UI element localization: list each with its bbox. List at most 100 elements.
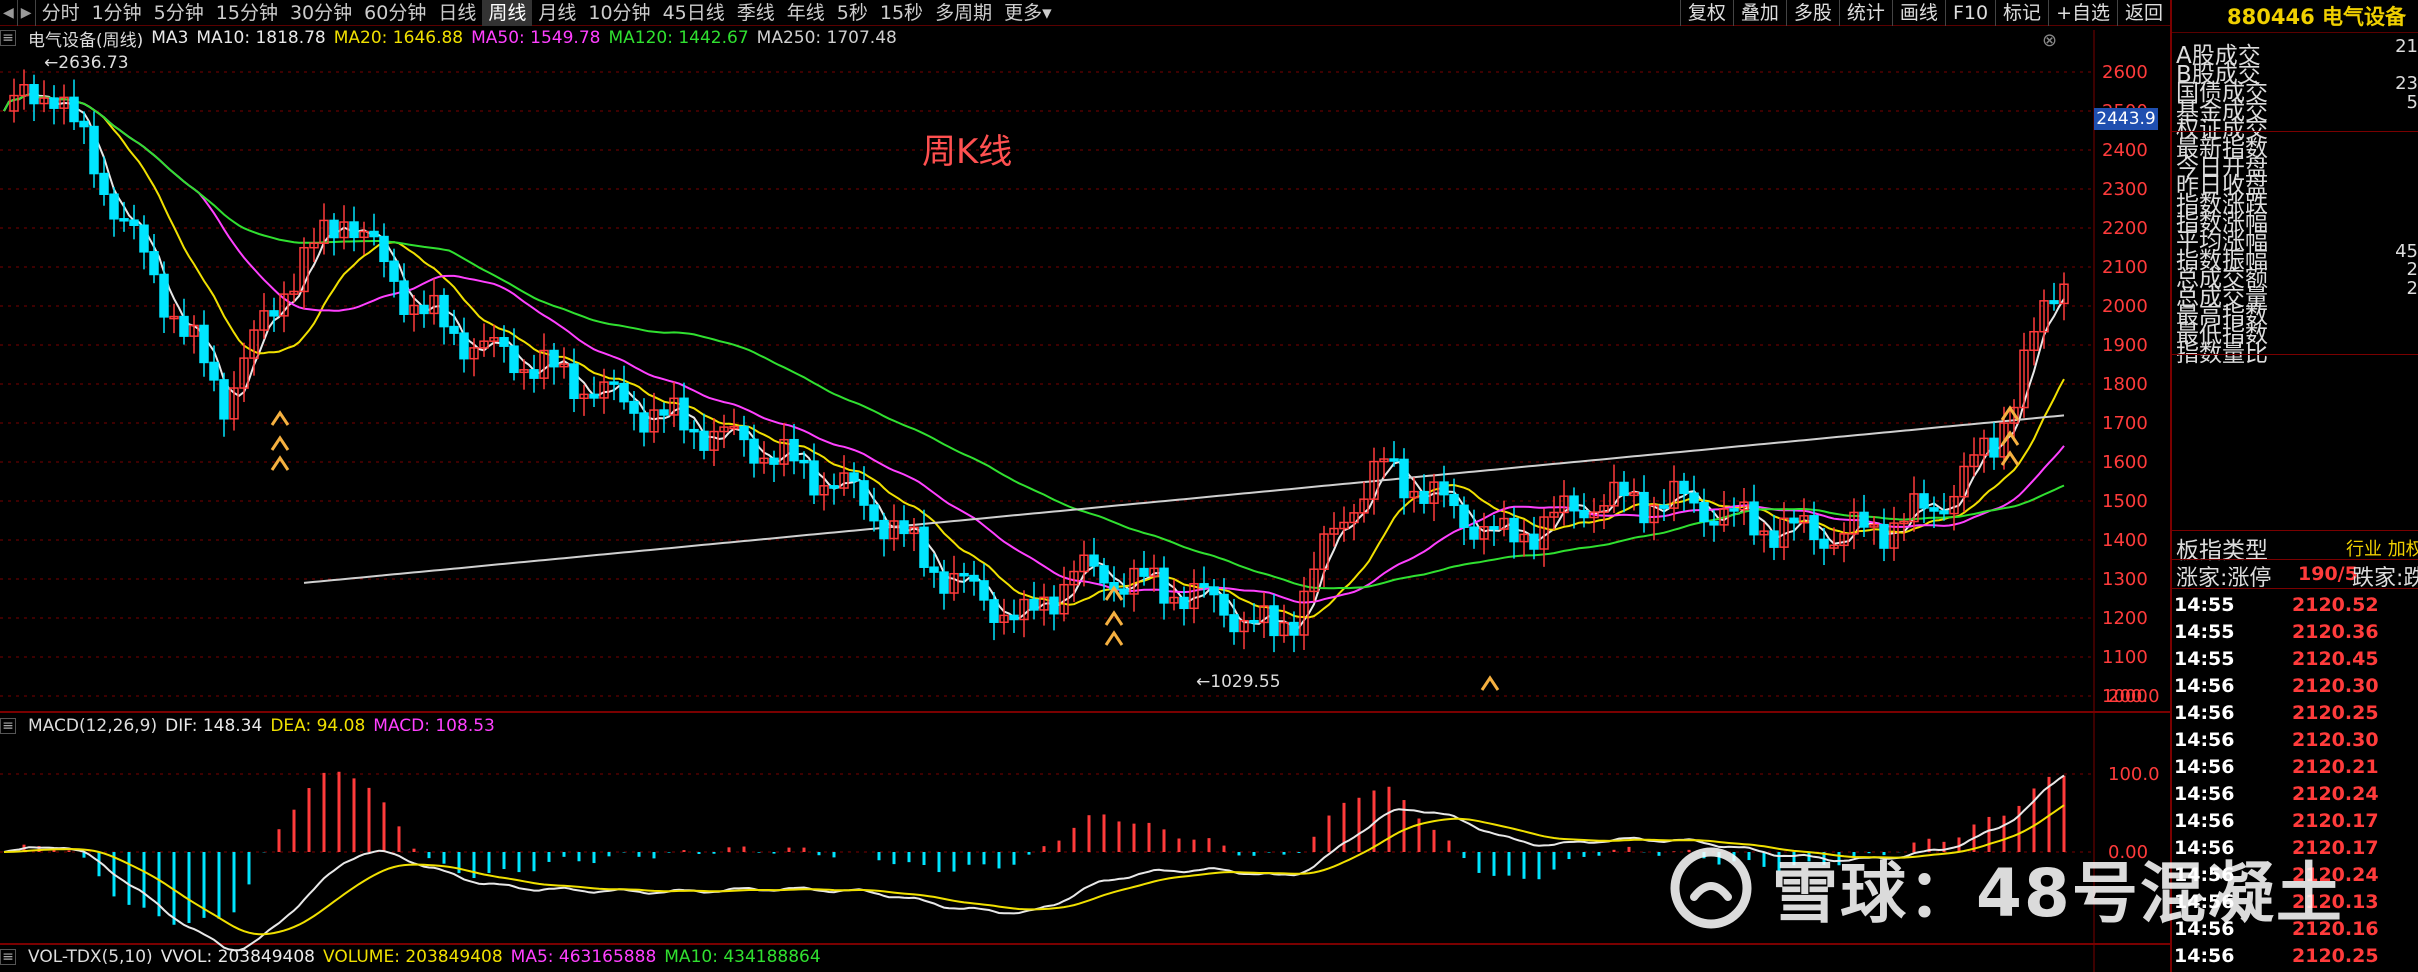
panel-toggle-icon[interactable]: ≡	[0, 718, 16, 734]
multi-stock-button[interactable]: 多股	[1785, 0, 1839, 26]
candle-body	[1599, 505, 1609, 513]
candle-body	[1379, 458, 1389, 463]
quote-value: 21	[2395, 36, 2418, 57]
mark-button[interactable]: 标记	[1995, 0, 2048, 26]
candle-body	[1399, 458, 1409, 499]
period-tab[interactable]: 季线	[736, 1, 775, 24]
candle-body	[1409, 490, 1419, 499]
fuquan-button[interactable]: 复权	[1679, 0, 1733, 26]
period-tab[interactable]: 15分钟	[215, 1, 278, 24]
candle-body	[649, 409, 659, 433]
candle-body	[809, 460, 819, 496]
candle-body	[799, 459, 809, 464]
candle-body	[119, 218, 129, 222]
candle-body	[1199, 583, 1209, 588]
candle-body	[889, 520, 899, 540]
tick-row[interactable]: 14:56 2120.21	[2174, 756, 2418, 783]
period-tab[interactable]: 45日线	[662, 1, 725, 24]
quote-row: 平均涨幅	[2176, 222, 2416, 255]
candle-body	[1089, 554, 1099, 567]
candle-body	[1459, 504, 1469, 528]
period-tab[interactable]: 5秒	[836, 1, 868, 24]
tick-row[interactable]: 14:56 2120.30	[2174, 729, 2418, 756]
quote-label: 平均涨幅	[2176, 229, 2268, 255]
candle-body	[739, 425, 749, 441]
candlestick-series[interactable]	[9, 69, 2069, 653]
overlay-button[interactable]: 叠加	[1732, 0, 1786, 26]
divider	[2172, 354, 2418, 356]
quote-row: 指数量比	[2176, 334, 2416, 367]
chart-canvas[interactable]: 2600250024002300220021002000190018001700…	[0, 0, 2170, 972]
panel-toggle-icon[interactable]: ≡	[0, 30, 16, 46]
candle-body	[29, 84, 39, 105]
candle-body	[289, 290, 299, 295]
price-tick-label: 1800	[2102, 374, 2148, 395]
period-tab[interactable]: 月线	[538, 1, 577, 24]
candle-body	[1439, 481, 1449, 496]
tick-row[interactable]: 14:56 2120.25	[2174, 702, 2418, 729]
signal-marker	[2000, 430, 2020, 446]
tick-row[interactable]: 14:56 2120.16	[2174, 918, 2418, 945]
back-button[interactable]: 返回	[2116, 0, 2170, 26]
period-toolbar: ◀ ▶ 分时 1分钟 5分钟 15分钟 30分钟 60分钟 日线 周线 月线 1…	[0, 0, 2170, 26]
period-tab[interactable]: 60分钟	[364, 1, 427, 24]
period-tab[interactable]: 年线	[786, 1, 825, 24]
tick-time: 14:56	[2174, 756, 2235, 778]
candle-body	[309, 242, 319, 249]
candle-body	[1629, 491, 1639, 497]
candle-body	[1809, 515, 1819, 541]
candle-body	[139, 224, 149, 253]
scroll-right-arrow[interactable]: ▶	[18, 0, 36, 26]
candle-body	[1879, 523, 1889, 549]
tick-row[interactable]: 14:56 2120.17	[2174, 810, 2418, 837]
period-tab[interactable]: 1分钟	[91, 1, 142, 24]
candle-body	[19, 84, 29, 97]
more-dropdown[interactable]: 更多▾	[1004, 1, 1052, 24]
statistics-button[interactable]: 统计	[1838, 0, 1892, 26]
candle-body	[269, 310, 279, 317]
tick-row[interactable]: 14:56 2120.25	[2174, 945, 2418, 972]
tick-time: 14:56	[2174, 702, 2235, 724]
candle-body	[379, 235, 389, 263]
scroll-left-arrow[interactable]: ◀	[0, 0, 18, 26]
add-watchlist-button[interactable]: +自选	[2048, 0, 2117, 26]
period-tab[interactable]: 10分钟	[588, 1, 651, 24]
f10-button[interactable]: F10	[1944, 0, 1995, 26]
chart-overlay-title: 周K线	[922, 132, 1013, 172]
period-tab[interactable]: 日线	[438, 1, 477, 24]
period-tab[interactable]: 15秒	[879, 1, 924, 24]
candle-body	[479, 340, 489, 349]
candle-body	[1739, 501, 1749, 511]
candle-body	[609, 381, 619, 385]
quote-label: 国债成交	[2176, 80, 2268, 107]
tick-row[interactable]: 14:56 2120.30	[2174, 675, 2418, 702]
quote-label: A股成交	[2176, 43, 2261, 69]
period-tab[interactable]: 30分钟	[289, 1, 353, 24]
draw-line-button[interactable]: 画线	[1891, 0, 1945, 26]
candle-body	[1159, 567, 1169, 604]
close-icon[interactable]: ⊗	[2042, 30, 2058, 51]
tick-row[interactable]: 14:56 2120.24	[2174, 864, 2418, 891]
period-tab-active[interactable]: 周线	[482, 0, 533, 26]
period-tab[interactable]: 分时	[41, 1, 80, 24]
candle-body	[1389, 458, 1399, 462]
tick-row[interactable]: 14:56 2120.13	[2174, 891, 2418, 918]
period-tab[interactable]: 5分钟	[153, 1, 204, 24]
tick-time: 14:55	[2174, 594, 2235, 616]
candle-body	[239, 357, 249, 389]
candle-body	[869, 504, 879, 522]
candle-body	[769, 457, 779, 465]
tick-row[interactable]: 14:55 2120.36	[2174, 621, 2418, 648]
panel-toggle-icon[interactable]: ≡	[0, 949, 16, 965]
period-tab[interactable]: 多周期	[935, 1, 993, 24]
candle-body	[79, 120, 89, 128]
tick-row[interactable]: 14:55 2120.52	[2174, 594, 2418, 621]
candle-body	[1679, 480, 1689, 494]
toolbar-right-group: 复权 叠加 多股 统计 画线 F10 标记 +自选 返回	[1679, 0, 2170, 26]
tick-time: 14:56	[2174, 891, 2235, 913]
watermark: 雪球：48号混凝土	[1668, 840, 2344, 936]
tick-row[interactable]: 14:56 2120.24	[2174, 783, 2418, 810]
tick-row[interactable]: 14:55 2120.45	[2174, 648, 2418, 675]
tick-row[interactable]: 14:56 2120.17	[2174, 837, 2418, 864]
candle-body	[829, 485, 839, 489]
